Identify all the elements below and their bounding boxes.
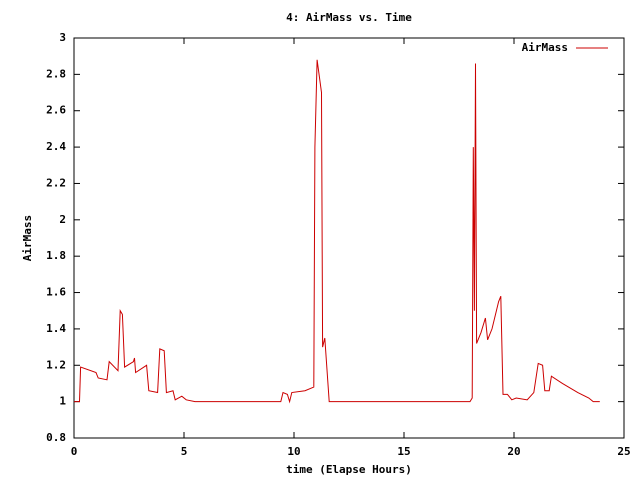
plot-border	[73, 37, 625, 439]
x-tick-label: 15	[397, 445, 410, 458]
y-tick-label: 2.6	[46, 104, 66, 117]
y-tick-label: 0.8	[46, 431, 66, 444]
y-tick-label: 2.4	[46, 140, 66, 153]
y-tick-label: 1.8	[46, 249, 66, 262]
y-tick-label: 2.8	[46, 67, 66, 80]
y-tick-label: 3	[59, 31, 66, 44]
x-tick-label: 0	[71, 445, 78, 458]
chart-title: 4: AirMass vs. Time	[286, 11, 412, 24]
y-tick-label: 2.2	[46, 176, 66, 189]
x-tick-label: 25	[617, 445, 630, 458]
y-tick-label: 2	[59, 213, 66, 226]
y-tick-label: 1.2	[46, 358, 66, 371]
x-tick-label: 5	[181, 445, 188, 458]
legend-label: AirMass	[522, 41, 568, 54]
y-tick-label: 1.6	[46, 286, 66, 299]
y-axis-label: AirMass	[21, 215, 34, 261]
y-tick-label: 1	[59, 395, 66, 408]
x-tick-label: 10	[287, 445, 300, 458]
y-tick-label: 1.4	[46, 322, 66, 335]
data-line	[74, 59, 600, 404]
x-tick-label: 20	[507, 445, 520, 458]
x-axis-label: time (Elapse Hours)	[286, 463, 412, 476]
